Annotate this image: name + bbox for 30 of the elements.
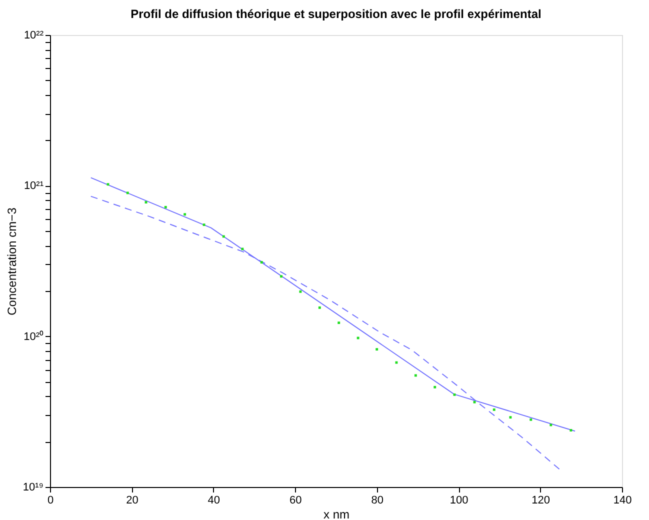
x-tick-label: 100 — [450, 494, 468, 506]
point — [376, 348, 378, 351]
x-tick-label: 20 — [126, 494, 138, 506]
point — [299, 290, 302, 293]
point — [492, 408, 496, 411]
point — [434, 386, 436, 388]
point — [126, 192, 129, 194]
point — [395, 361, 398, 364]
x-axis-title: x nm — [323, 508, 350, 520]
y-tick-label: 10¹⁹ — [22, 482, 44, 494]
x-tick-label: 140 — [613, 494, 632, 506]
point — [202, 224, 206, 226]
x-tick-label: 0 — [47, 494, 54, 506]
point — [164, 206, 167, 208]
x-tick-label: 80 — [371, 494, 384, 506]
point — [318, 306, 321, 309]
y-tick-label: 10²⁰ — [24, 330, 44, 343]
x-tick-label: 40 — [208, 494, 220, 506]
point — [184, 213, 186, 216]
y-tick-label: 10²¹ — [24, 180, 44, 192]
x-tick-label: 60 — [290, 494, 302, 506]
point — [530, 418, 532, 421]
point — [260, 261, 263, 264]
y-tick-label: 10²² — [24, 30, 44, 42]
x-tick-label: 120 — [532, 494, 550, 506]
point — [509, 416, 512, 419]
chart-title: Profil de diffusion théorique et superposition avec le profil expérimental — [130, 7, 542, 21]
point — [338, 322, 340, 324]
y-axis-title: Concentration cm−3 — [4, 207, 19, 316]
point — [414, 374, 417, 377]
